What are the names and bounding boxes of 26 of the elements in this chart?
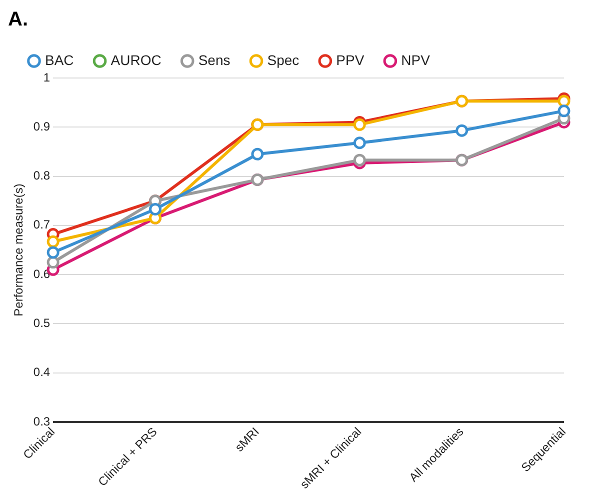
y-axis-title: Performance measure(s): [12, 184, 26, 316]
legend-label: Spec: [267, 52, 300, 68]
point: [46, 235, 60, 248]
point: [46, 246, 60, 259]
legend-label: PPV: [336, 52, 365, 68]
point: [558, 104, 570, 118]
y-tick-label: 0.8: [33, 168, 50, 183]
y-tick-label: 0.3: [33, 414, 50, 428]
chart-title: A.: [8, 8, 28, 31]
point: [353, 118, 366, 131]
point: [251, 148, 264, 160]
point: [353, 154, 366, 166]
point: [353, 136, 366, 150]
point: [46, 256, 60, 269]
point: [558, 94, 570, 108]
legend-label: BAC: [45, 52, 74, 68]
point: [456, 124, 468, 137]
legend-label: Sens: [198, 52, 230, 68]
legend-label: AUROC: [110, 52, 162, 68]
y-tick-label: 0.9: [33, 119, 50, 134]
y-tick-label: 0.7: [33, 218, 50, 232]
y-tick-label: 1: [43, 70, 50, 84]
y-tick-label: 0.5: [33, 316, 50, 330]
y-tick-label: 0.4: [33, 365, 50, 380]
legend-label: NPV: [401, 52, 431, 68]
point: [149, 202, 162, 216]
